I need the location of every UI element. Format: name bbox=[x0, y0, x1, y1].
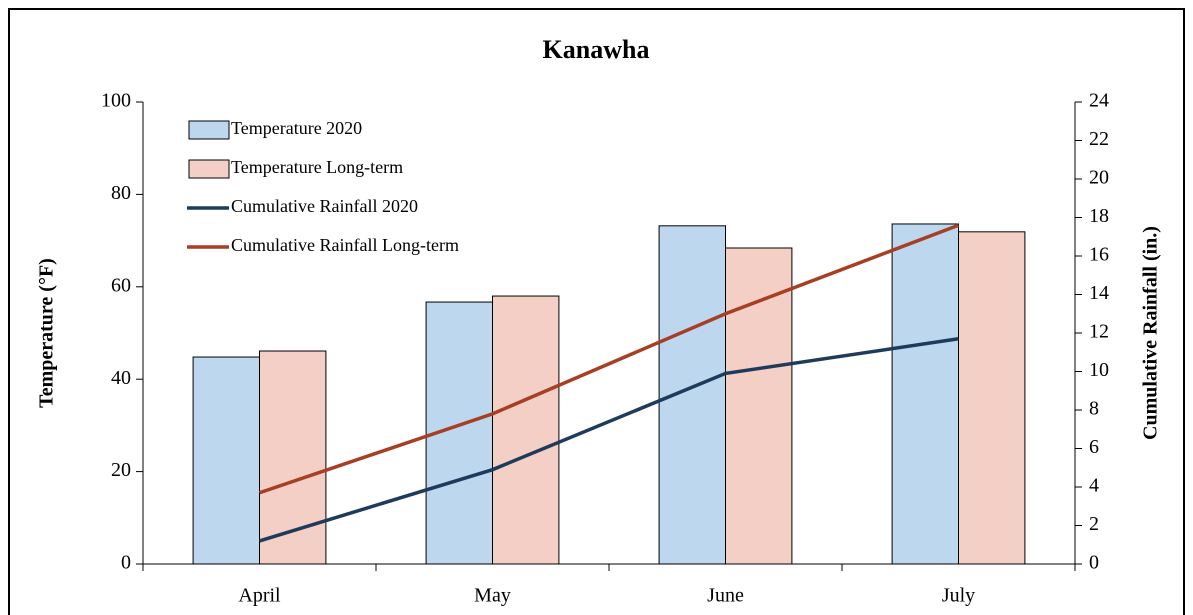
y2-tick-label: 12 bbox=[1089, 321, 1109, 343]
y2-tick-label: 20 bbox=[1089, 167, 1109, 189]
y-tick-label: 40 bbox=[111, 367, 131, 389]
y2-tick-label: 24 bbox=[1089, 90, 1109, 112]
chart-title: Kanawha bbox=[543, 35, 650, 64]
y2-tick-label: 10 bbox=[1089, 359, 1109, 381]
y-tick-label: 100 bbox=[101, 90, 131, 112]
legend-label: Cumulative Rainfall Long-term bbox=[231, 235, 459, 255]
bar bbox=[492, 295, 560, 565]
y2-tick-label: 18 bbox=[1089, 205, 1109, 227]
legend-label: Temperature 2020 bbox=[231, 118, 362, 138]
y2-tick-label: 16 bbox=[1089, 244, 1109, 266]
legend-label: Cumulative Rainfall 2020 bbox=[231, 196, 418, 216]
y-tick-label: 60 bbox=[111, 274, 131, 296]
x-tick-label: April bbox=[238, 585, 281, 607]
y2-axis-label: Cumulative Rainfall (in.) bbox=[1140, 226, 1162, 440]
y2-tick-label: 2 bbox=[1089, 513, 1099, 535]
y2-tick-label: 14 bbox=[1089, 282, 1109, 304]
bar bbox=[958, 231, 1026, 565]
y2-tick-label: 22 bbox=[1089, 128, 1109, 150]
bar bbox=[725, 247, 793, 565]
x-tick-label: July bbox=[942, 585, 975, 607]
frame bbox=[8, 8, 1185, 615]
x-tick-label: May bbox=[474, 585, 511, 607]
legend-swatch bbox=[188, 159, 230, 179]
line-series bbox=[258, 223, 960, 495]
y-axis-label: Temperature (°F) bbox=[36, 258, 58, 408]
bar bbox=[891, 223, 959, 565]
y-tick-label: 20 bbox=[111, 459, 131, 481]
y2-tick-label: 4 bbox=[1089, 475, 1099, 497]
y-tick-label: 80 bbox=[111, 182, 131, 204]
legend-label: Temperature Long-term bbox=[231, 157, 403, 177]
line-series bbox=[258, 337, 959, 543]
legend-swatch bbox=[188, 120, 230, 140]
y2-tick-label: 6 bbox=[1089, 436, 1099, 458]
y2-tick-label: 8 bbox=[1089, 398, 1099, 420]
y-tick-label: 0 bbox=[121, 552, 131, 574]
bar bbox=[192, 356, 260, 565]
y2-tick-label: 0 bbox=[1089, 552, 1099, 574]
x-tick-label: June bbox=[707, 585, 744, 607]
